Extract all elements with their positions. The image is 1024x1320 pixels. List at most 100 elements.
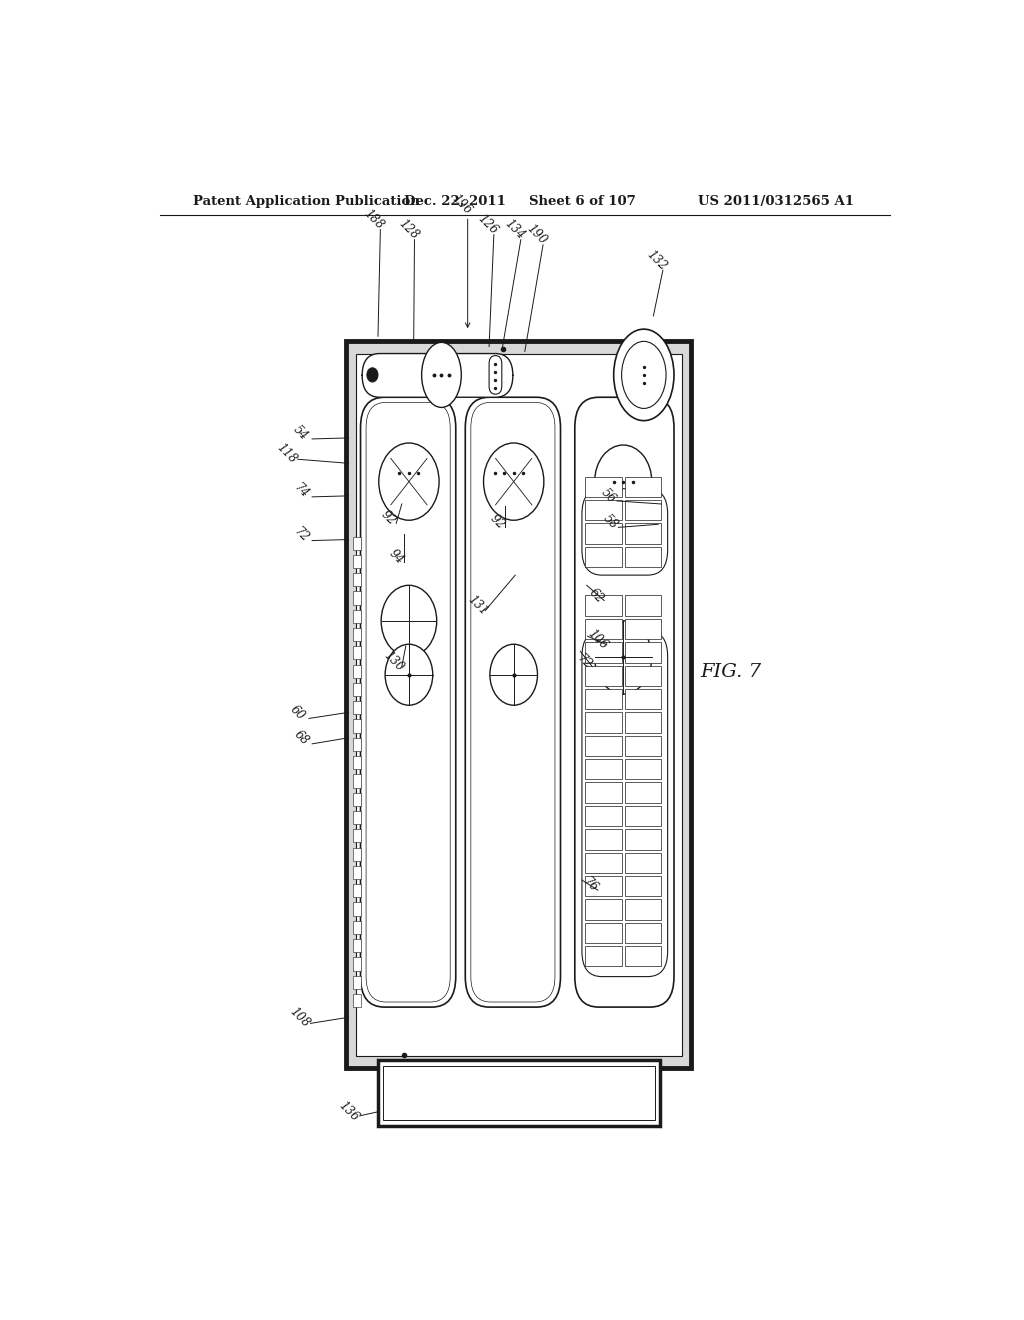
Bar (352, 682, 360, 696)
Text: 74: 74 (291, 480, 311, 500)
Bar (585, 595, 622, 616)
Bar (352, 756, 360, 770)
Bar (625, 829, 662, 850)
Bar (625, 546, 662, 568)
Text: 76: 76 (580, 875, 600, 895)
Bar (625, 946, 662, 966)
Bar (352, 591, 360, 605)
Bar (585, 619, 622, 639)
Bar (625, 783, 662, 803)
Text: 58: 58 (601, 512, 621, 532)
Text: Patent Application Publication: Patent Application Publication (194, 194, 420, 207)
Bar (585, 477, 622, 496)
Text: 131: 131 (465, 593, 489, 618)
Bar (585, 783, 622, 803)
Circle shape (595, 445, 652, 519)
Text: 54: 54 (291, 422, 311, 442)
Text: 92: 92 (487, 512, 507, 532)
Bar (355, 354, 682, 1056)
FancyBboxPatch shape (362, 354, 513, 397)
Bar (625, 735, 662, 756)
Text: US 2011/0312565 A1: US 2011/0312565 A1 (697, 194, 854, 207)
Bar (625, 713, 662, 733)
Bar (352, 921, 360, 935)
Bar (625, 500, 662, 520)
Bar (346, 342, 691, 1068)
Text: FIG. 7: FIG. 7 (700, 663, 762, 681)
Bar (625, 853, 662, 873)
Bar (585, 805, 622, 826)
Bar (585, 923, 622, 942)
Bar (625, 523, 662, 544)
Bar (585, 643, 622, 663)
Text: 56: 56 (599, 486, 618, 506)
Circle shape (483, 444, 544, 520)
Ellipse shape (613, 329, 674, 421)
Bar (352, 775, 360, 788)
Text: 136: 136 (336, 1100, 361, 1125)
Bar (352, 939, 360, 952)
Text: Dec. 22, 2011: Dec. 22, 2011 (404, 194, 506, 207)
Bar (625, 876, 662, 896)
Text: 130: 130 (381, 649, 407, 675)
Bar (352, 554, 360, 568)
Bar (378, 1060, 659, 1126)
Bar (352, 701, 360, 714)
Text: 68: 68 (291, 727, 311, 747)
Bar (352, 628, 360, 642)
Bar (585, 665, 622, 686)
Bar (352, 975, 360, 989)
Bar (352, 610, 360, 623)
Bar (625, 665, 662, 686)
Text: 72: 72 (291, 524, 311, 544)
Text: 196: 196 (449, 191, 474, 216)
Bar (585, 735, 622, 756)
Bar (352, 573, 360, 586)
Bar (352, 847, 360, 861)
Text: 72: 72 (574, 652, 594, 672)
Bar (352, 829, 360, 842)
Text: 92: 92 (379, 508, 398, 528)
Bar (585, 829, 622, 850)
Bar (585, 759, 622, 779)
Circle shape (489, 644, 538, 705)
Bar (352, 957, 360, 970)
Bar (352, 792, 360, 805)
Bar (625, 689, 662, 709)
Bar (352, 719, 360, 733)
Bar (585, 500, 622, 520)
Bar (625, 805, 662, 826)
FancyBboxPatch shape (465, 397, 560, 1007)
Bar (352, 884, 360, 898)
Text: 132: 132 (644, 247, 669, 273)
Bar (352, 664, 360, 677)
FancyBboxPatch shape (360, 397, 456, 1007)
Bar (585, 523, 622, 544)
Text: Sheet 6 of 107: Sheet 6 of 107 (528, 194, 636, 207)
Circle shape (381, 585, 436, 656)
Bar (585, 946, 622, 966)
Text: 128: 128 (395, 216, 421, 242)
FancyBboxPatch shape (582, 631, 668, 977)
Text: 134: 134 (502, 216, 527, 242)
Bar (585, 546, 622, 568)
Bar (625, 899, 662, 920)
Text: 106: 106 (586, 627, 610, 652)
Bar (352, 738, 360, 751)
Bar (585, 713, 622, 733)
FancyBboxPatch shape (574, 397, 674, 1007)
Ellipse shape (422, 342, 461, 408)
Text: 190: 190 (524, 222, 549, 247)
Text: 188: 188 (361, 207, 387, 232)
Bar (352, 810, 360, 824)
FancyBboxPatch shape (489, 355, 502, 395)
Bar (352, 994, 360, 1007)
Ellipse shape (622, 342, 666, 408)
Bar (625, 477, 662, 496)
Bar (625, 923, 662, 942)
Bar (585, 899, 622, 920)
Bar (625, 643, 662, 663)
Bar (625, 759, 662, 779)
Circle shape (385, 644, 433, 705)
Text: 94: 94 (386, 546, 407, 566)
